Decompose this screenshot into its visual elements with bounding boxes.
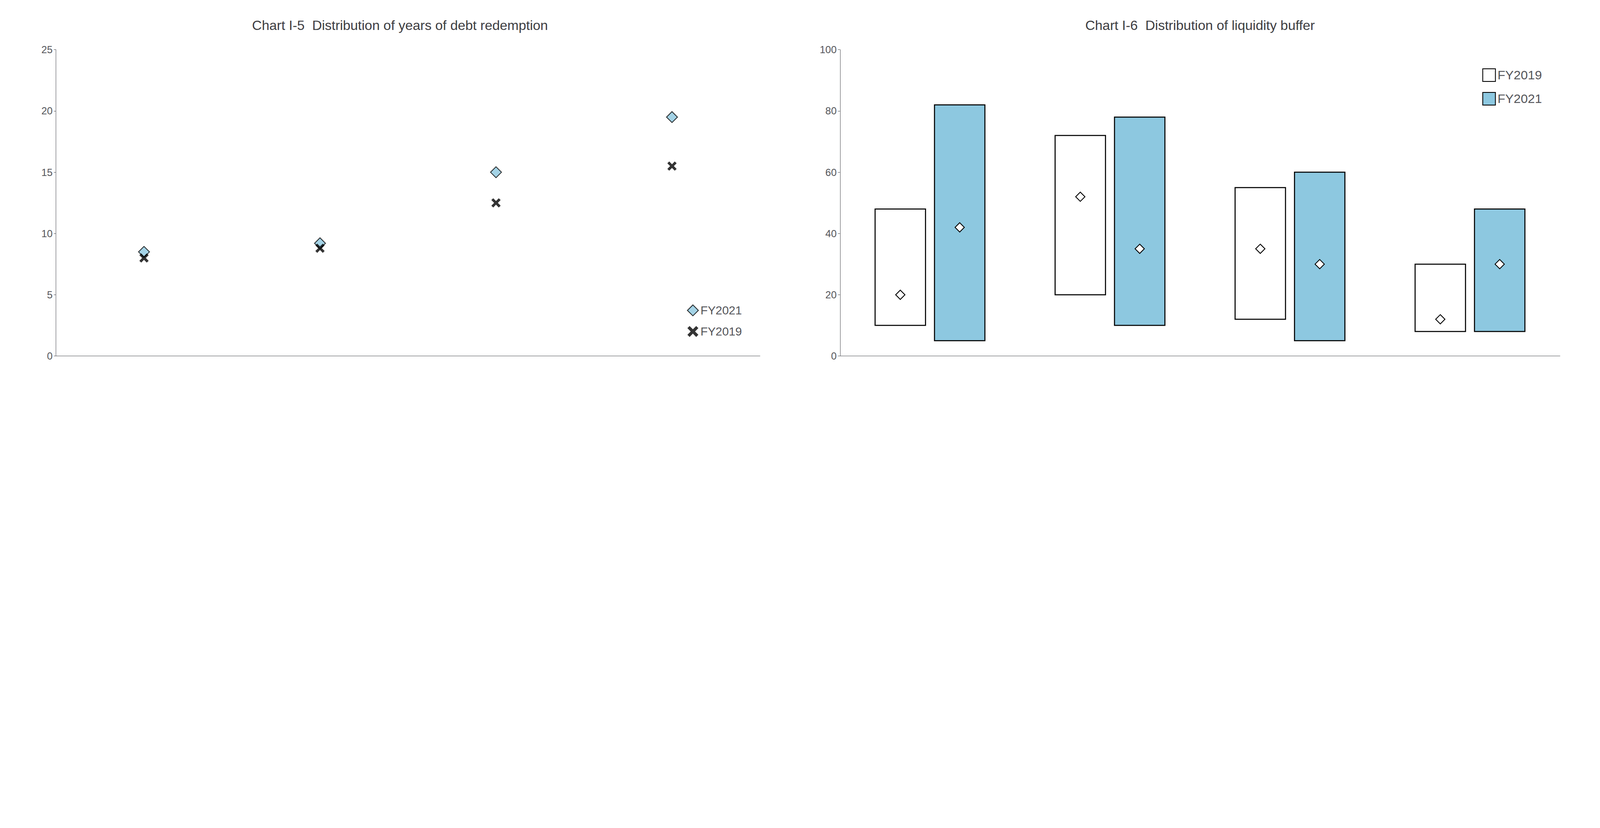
svg-text:Chart I-6 Distribution of liq: Chart I-6 Distribution of liquidity buff… [1085,17,1316,33]
svg-text:FY2021: FY2021 [1497,91,1542,106]
svg-text:100: 100 [819,43,837,56]
svg-text:15: 15 [41,166,53,179]
svg-text:FY2019: FY2019 [1497,67,1542,82]
svg-text:5: 5 [46,289,53,301]
svg-text:20: 20 [41,105,53,117]
svg-text:0: 0 [46,350,53,362]
svg-text:80: 80 [825,105,837,117]
svg-text:10: 10 [41,227,53,240]
svg-text:25: 25 [41,43,53,56]
svg-text:FY2019: FY2019 [700,325,742,339]
svg-text:0: 0 [830,350,837,362]
svg-text:20: 20 [825,289,837,301]
svg-text:FY2021: FY2021 [700,303,742,318]
svg-text:Chart I-5 Distribution of yea: Chart I-5 Distribution of years of debt … [252,17,548,33]
svg-text:40: 40 [825,227,837,240]
svg-text:60: 60 [825,166,837,179]
